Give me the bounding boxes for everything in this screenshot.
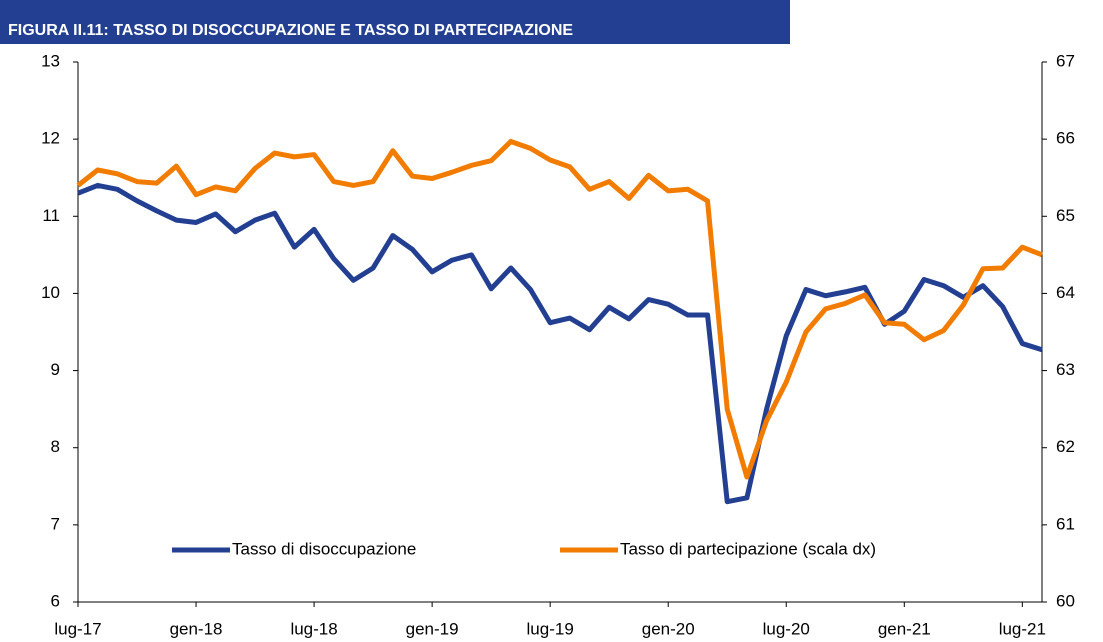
y2-tick-label: 65 — [1056, 206, 1075, 225]
y2-tick-label: 63 — [1056, 360, 1075, 379]
y-tick-label: 9 — [51, 360, 60, 379]
y-tick-label: 13 — [41, 51, 60, 70]
series-line — [77, 182, 1043, 505]
x-tick-label: gen-19 — [406, 619, 459, 638]
y2-tick-label: 61 — [1056, 514, 1075, 533]
legend-label: Tasso di disoccupazione — [232, 539, 416, 558]
y-tick-label: 11 — [42, 206, 60, 225]
y-tick-label: 8 — [51, 437, 60, 456]
x-tick-label: gen-20 — [642, 619, 695, 638]
y2-tick-label: 67 — [1056, 51, 1075, 70]
x-tick-label: lug-19 — [527, 619, 574, 638]
y2-tick-label: 64 — [1056, 283, 1075, 302]
title-bar — [0, 0, 790, 44]
legend-label: Tasso di partecipazione (scala dx) — [620, 539, 876, 558]
series-line — [76, 138, 1043, 480]
y-tick-label: 6 — [51, 591, 60, 610]
y-tick-label: 7 — [51, 514, 60, 533]
x-tick-label: gen-21 — [878, 619, 931, 638]
x-tick-label: gen-18 — [170, 619, 223, 638]
y-tick-label: 10 — [41, 283, 60, 302]
y2-tick-label: 66 — [1056, 129, 1075, 148]
y2-tick-label: 60 — [1056, 591, 1075, 610]
y2-tick-label: 62 — [1056, 437, 1075, 456]
x-tick-label: lug-18 — [290, 619, 337, 638]
y-tick-label: 12 — [41, 129, 60, 148]
x-tick-label: lug-17 — [54, 619, 101, 638]
chart-title: FIGURA II.11: TASSO DI DISOCCUPAZIONE E … — [8, 22, 573, 39]
x-tick-label: lug-20 — [763, 619, 810, 638]
x-tick-label: lug-21 — [999, 619, 1046, 638]
